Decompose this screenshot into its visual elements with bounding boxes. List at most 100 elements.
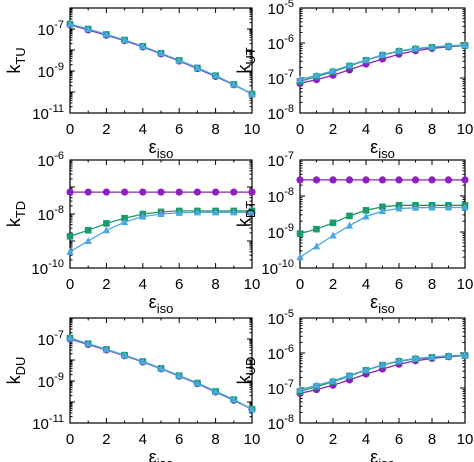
x-axis-label: εiso [149,292,174,316]
x-tick-label: 0 [66,276,74,293]
data-point [157,210,165,217]
y-tick-label: 10-9 [38,61,64,81]
x-tick-label: 2 [102,121,110,138]
data-point [248,208,256,216]
series-purple [296,176,469,184]
data-point [313,225,320,233]
x-tick-label: 8 [428,121,436,138]
data-point [395,176,403,184]
x-tick-label: 6 [175,431,183,448]
data-point [329,231,337,239]
x-tick-label: 10 [244,276,261,293]
y-tick-label: 10-11 [32,103,64,123]
data-point [66,334,74,342]
data-point [248,90,256,98]
x-tick-label: 6 [395,276,403,293]
data-point [175,188,183,196]
y-tick-label: 10-7 [38,19,64,39]
series-purple [296,351,469,398]
data-point [444,176,453,184]
data-point [395,356,403,364]
y-tick-label: 10-10 [261,258,294,278]
x-tick-label: 10 [457,276,474,293]
x-tick-label: 8 [428,431,436,448]
data-point [378,176,387,184]
data-point [84,226,92,234]
data-point [193,208,201,216]
y-tick-label: 10-9 [38,371,64,391]
x-tick-label: 4 [362,431,370,448]
x-axis-label: εiso [370,137,395,161]
series-purple [296,41,469,88]
data-point [362,212,370,220]
y-tick-label: 10-5 [268,0,294,18]
x-tick-label: 6 [175,276,183,293]
plot-frame [69,7,253,114]
data-point [175,56,183,64]
y-tick-label: 10-7 [268,68,294,88]
data-point [175,208,183,216]
y-axis-label: kDT [234,201,258,227]
data-point [230,208,238,216]
series-line [69,338,253,410]
y-tick-label: 10-6 [268,33,294,53]
data-point [66,247,74,255]
x-axis-label: εiso [370,447,395,462]
x-axis-label: εiso [370,292,395,316]
x-tick-label: 10 [244,431,261,448]
y-tick-label: 10-7 [268,378,294,398]
data-point [345,371,354,379]
series-line [69,23,253,95]
data-point [84,25,92,32]
series-purple [66,335,256,413]
y-tick-label: 10-5 [268,308,294,328]
x-tick-label: 0 [296,276,304,293]
data-point [411,354,420,362]
y-tick-label: 10-8 [268,413,294,433]
y-axis-label: kTU [4,47,28,73]
data-point [329,219,337,227]
subplot-kud: 10-5 10-6 10-7 10-80 2 4 6 8 10 kUD εiso [234,308,473,462]
data-point [395,204,403,212]
y-tick-label: 10-8 [268,186,294,206]
series-light_blue [296,40,469,83]
data-point [66,20,74,28]
data-point [66,188,74,196]
x-tick-label: 10 [457,121,474,138]
data-point [428,42,436,50]
data-point [157,188,165,196]
x-tick-label: 8 [428,276,436,293]
x-axis-label: εiso [149,137,174,161]
y-tick-label: 10-9 [268,222,294,242]
data-point [378,50,387,58]
data-point [157,49,165,57]
y-tick-label: 10-7 [38,329,64,349]
data-point [248,405,256,413]
data-point [84,339,92,347]
data-point [444,203,453,211]
data-point [296,230,304,237]
series-light_blue [66,208,256,255]
x-tick-label: 2 [102,431,110,448]
data-point [362,55,370,63]
data-point [296,176,304,184]
data-point [362,176,370,184]
data-point [139,212,147,220]
x-tick-label: 6 [395,121,403,138]
x-tick-label: 10 [244,121,261,138]
x-tick-label: 2 [102,276,110,293]
x-tick-label: 0 [296,121,304,138]
data-point [121,351,129,359]
y-tick-label: 10-10 [31,258,64,278]
series-light_blue [66,20,256,98]
data-point [121,188,129,196]
series-line [69,211,252,253]
x-tick-label: 4 [139,276,147,293]
series-line [69,24,253,95]
series-light_blue [66,334,256,413]
data-point [193,63,201,71]
series-line [299,206,465,258]
data-point [378,207,387,215]
x-tick-label: 6 [175,121,183,138]
